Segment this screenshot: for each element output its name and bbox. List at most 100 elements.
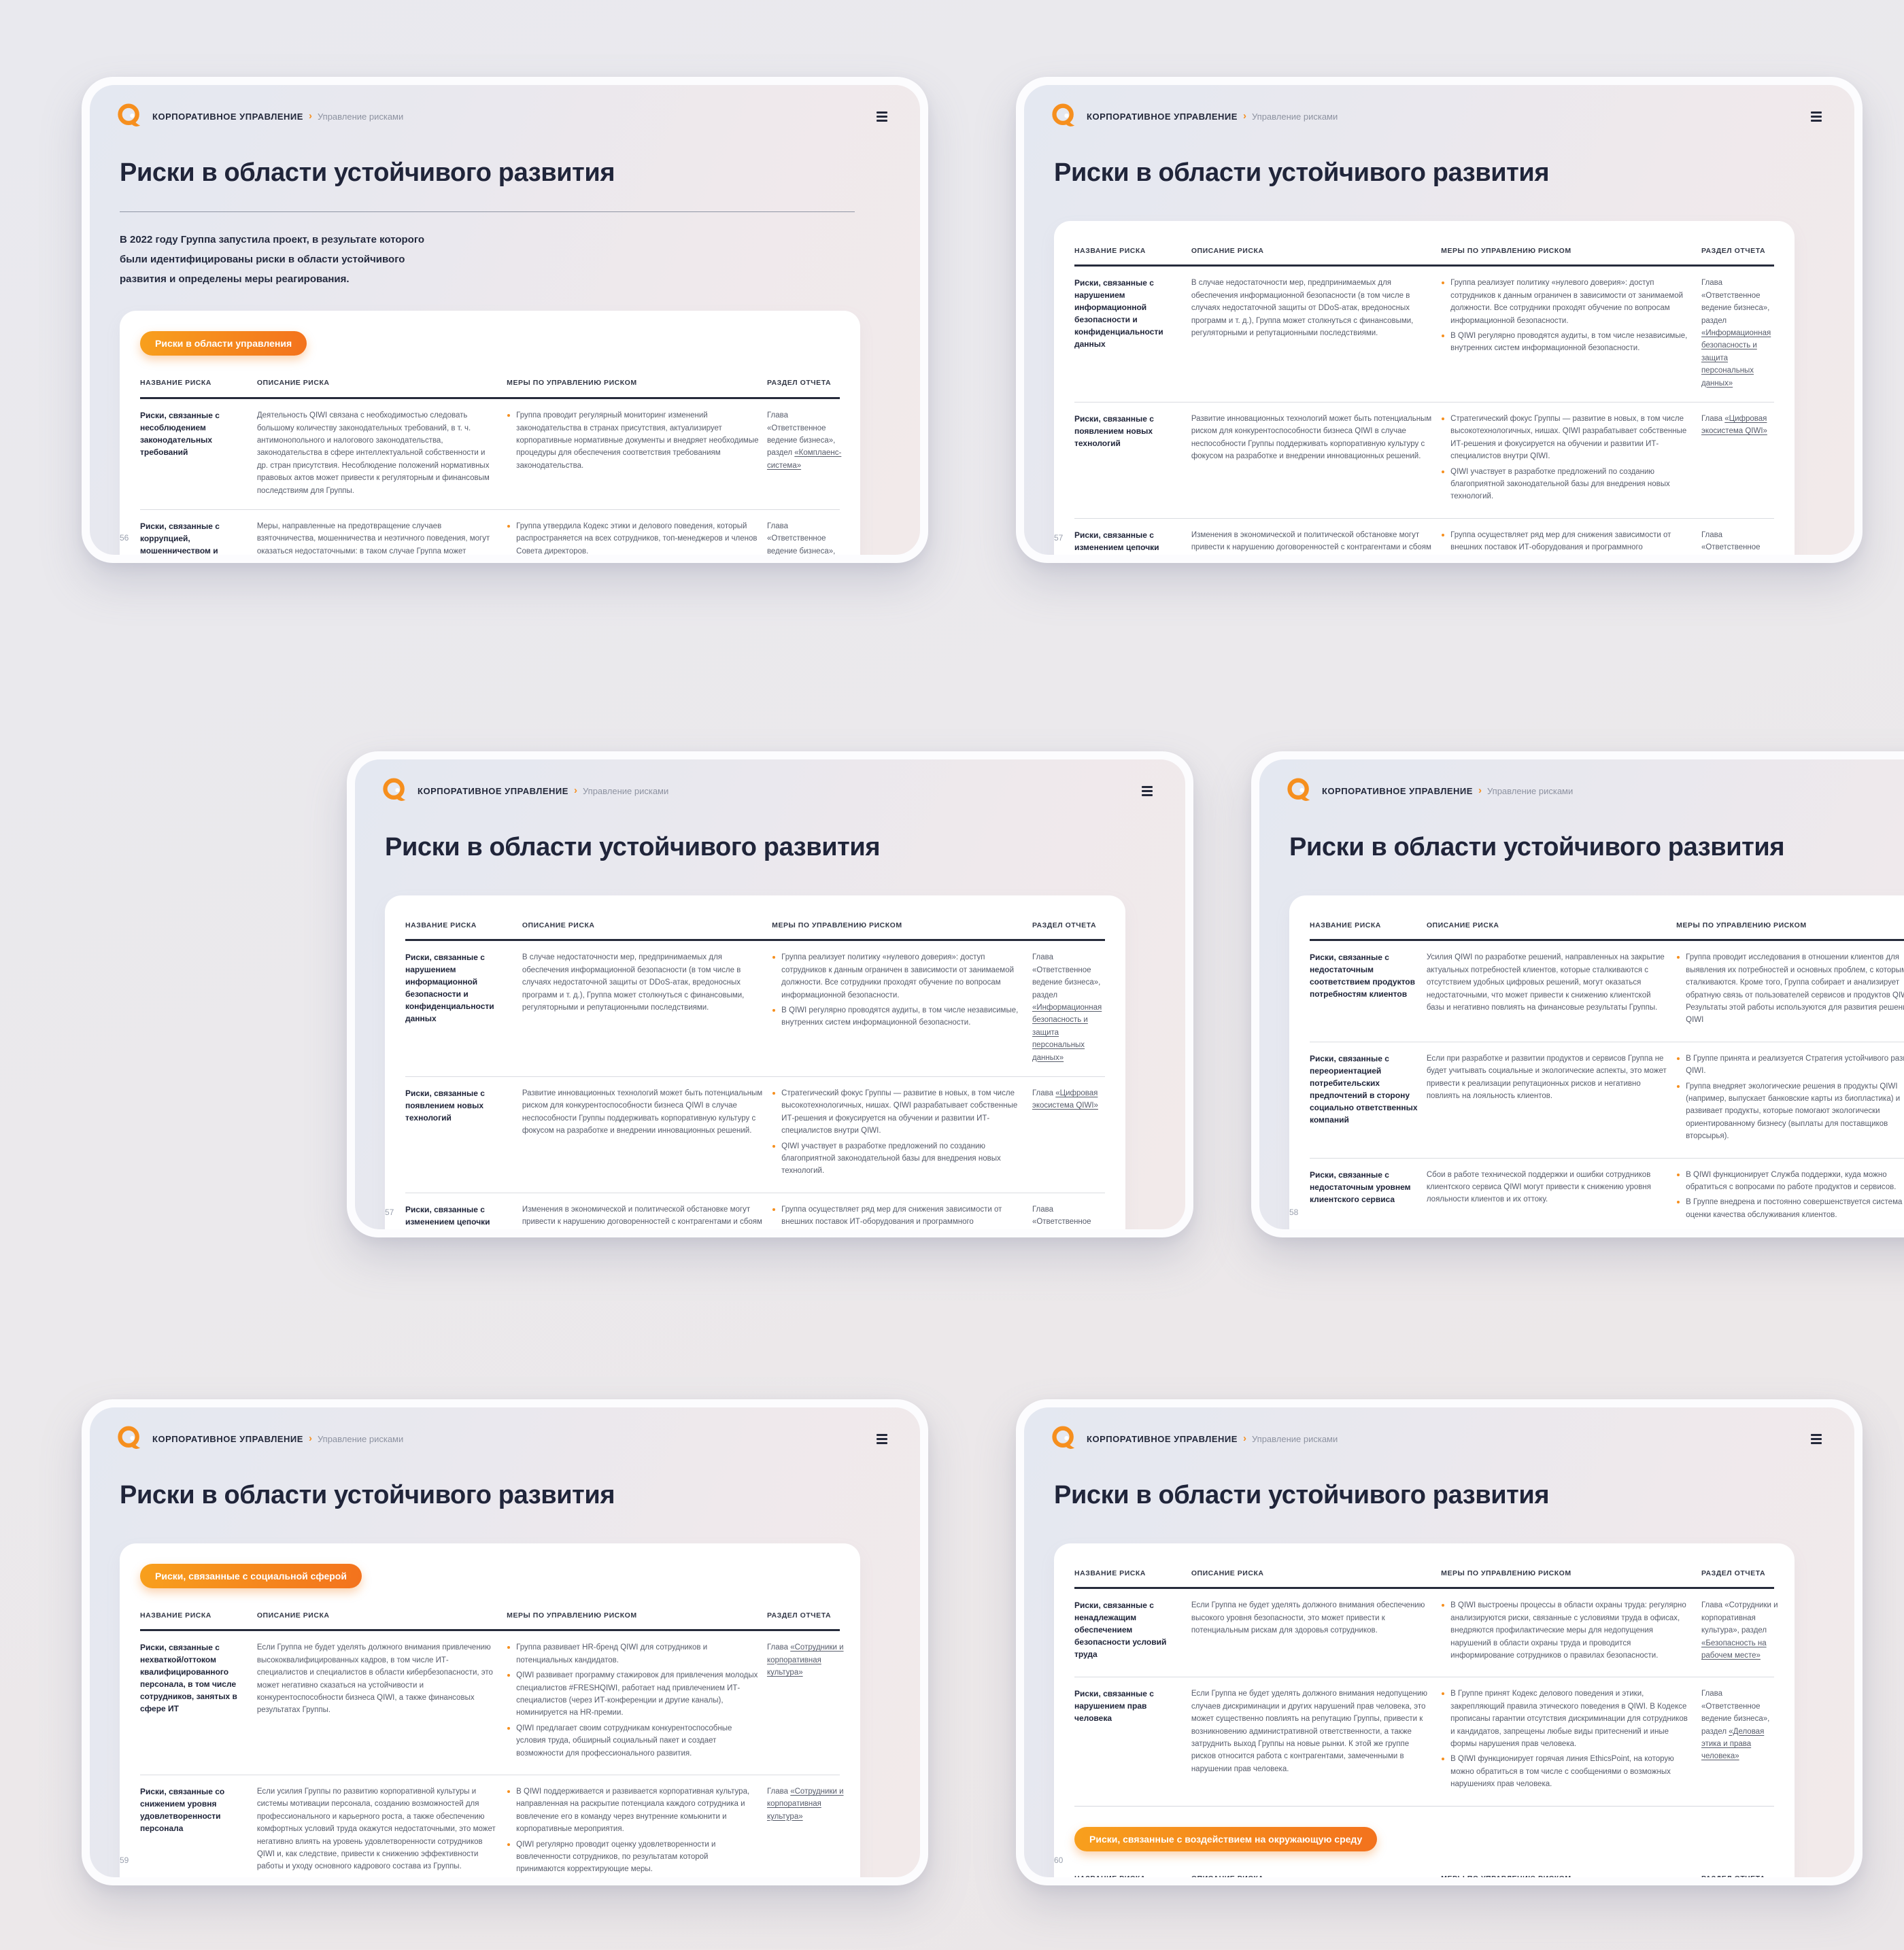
measure-item: Группа утвердила Кодекс этики и делового… [507,520,758,555]
breadcrumb-section[interactable]: КОРПОРАТИВНОЕ УПРАВЛЕНИЕ [1087,111,1238,122]
qiwi-logo-icon[interactable] [1051,1425,1076,1452]
section-text: Глава «Ответственное ведение бизнеса», р… [766,411,836,458]
section-text: Глава [1032,1089,1056,1097]
risk-description: Изменения в экономической и политической… [1191,530,1431,552]
page-number: 59 [120,1855,129,1865]
menu-icon[interactable] [1808,109,1824,124]
panel-slot-2: КОРПОРАТИВНОЕ УПРАВЛЕНИЕ › Управление ри… [1016,77,1863,563]
qiwi-logo-icon[interactable] [117,103,141,130]
breadcrumb-section[interactable]: КОРПОРАТИВНОЕ УПРАВЛЕНИЕ [418,785,568,796]
column-header: ОПИСАНИЕ РИСКА [522,921,595,929]
risk-name: Риски, связанные с нехваткой/оттоком ква… [140,1643,237,1714]
table-row: Риски, связанные с изменением цепочки по… [405,1192,1105,1229]
risk-description: В случае недостаточности мер, предприним… [1191,279,1414,338]
risk-name: Риски, связанные с несоблюдением законод… [140,411,220,458]
risk-measures: Группа утвердила Кодекс этики и делового… [507,520,758,555]
report-page: КОРПОРАТИВНОЕ УПРАВЛЕНИЕ › Управление ри… [82,77,928,563]
risk-table-card: НАЗВАНИЕ РИСКА ОПИСАНИЕ РИСКА МЕРЫ ПО УПРА… [1054,220,1795,555]
risk-name: Риски, связанные со снижением уровня удо… [140,1787,225,1833]
page-title: Риски в области устойчивого развития [1054,1481,1550,1509]
breadcrumb: КОРПОРАТИВНОЕ УПРАВЛЕНИЕ › Управление ри… [418,785,1139,796]
report-section: Глава «Ответственное ведение бизнеса», р… [767,520,847,555]
risk-table-card: НАЗВАНИЕ РИСКА ОПИСАНИЕ РИСКА МЕРЫ ПО УПРА… [1289,895,1904,1229]
page-header: КОРПОРАТИВНОЕ УПРАВЛЕНИЕ › Управление ри… [1024,85,1854,130]
qiwi-logo-icon[interactable] [117,1425,141,1452]
section-link[interactable]: «Сотрудники и корпоративная культура» [766,1643,844,1677]
measure-item: В Группе принят Кодекс делового поведени… [1441,1688,1693,1750]
menu-icon[interactable] [874,1431,890,1447]
section-link[interactable]: «Информационная безопасность и защита пе… [1701,329,1771,388]
chevron-right-icon: › [573,785,577,796]
divider-line [120,211,855,212]
risk-measures: Группа развивает HR-бренд QIWI для сотру… [507,1641,758,1762]
risk-description: Изменения в экономической и политической… [522,1205,762,1227]
page-number: 57 [1054,533,1064,543]
section-text: Глава «Ответственное ведение бизнеса», р… [1701,1690,1770,1736]
table-row: Риски, связанные с недостаточным уровнем… [1310,1157,1904,1229]
section-link[interactable]: «Деловая этика и права человека» [1701,1727,1765,1761]
risk-description: Если при разработке и развитии продуктов… [1426,1054,1667,1100]
section-link[interactable]: «Комплаенс-система» [766,449,842,470]
risk-description: Развитие инновационных технологий может … [522,1089,763,1135]
measure-item: Группа проводит исследования в отношении… [1676,951,1904,1026]
page-number: 56 [120,533,129,543]
risk-name: Риски, связанные с изменением цепочки по… [405,1204,490,1229]
page-header: КОРПОРАТИВНОЕ УПРАВЛЕНИЕ › Управление ри… [90,85,920,130]
measure-item: В Группе внедрена и постоянно совершенст… [1676,1196,1904,1221]
table-header-row: НАЗВАНИЕ РИСКА ОПИСАНИЕ РИСКА МЕРЫ ПО УПРА… [1074,1866,1774,1877]
breadcrumb-current: Управление рисками [1486,785,1574,796]
breadcrumb: КОРПОРАТИВНОЕ УПРАВЛЕНИЕ › Управление ри… [152,1433,874,1444]
page-title: Риски в области устойчивого развития [120,1481,615,1509]
column-header: МЕРЫ ПО УПРАВЛЕНИЮ РИСКОМ [772,921,902,929]
section-link[interactable]: «Информационная безопасность и защита пе… [1032,1004,1102,1062]
breadcrumb: КОРПОРАТИВНОЕ УПРАВЛЕНИЕ › Управление ри… [1087,110,1808,122]
menu-icon[interactable] [1139,783,1155,799]
section-link[interactable]: «Цифровая экосистема QIWI» [1032,1089,1098,1110]
report-section: Глава «Ответственное ведение бизнеса», р… [1032,951,1112,1064]
report-page: КОРПОРАТИВНОЕ УПРАВЛЕНИЕ › Управление ри… [1016,1399,1863,1885]
section-link[interactable]: «Безопасность на рабочем месте» [1701,1639,1767,1660]
page-screen: КОРПОРАТИВНОЕ УПРАВЛЕНИЕ › Управление ри… [1024,1407,1854,1877]
risk-measures: В Группе принят Кодекс делового поведени… [1441,1688,1693,1793]
risk-measures: Стратегический фокус Группы — развитие в… [772,1087,1023,1180]
qiwi-logo-icon[interactable] [1287,777,1311,804]
measure-item: QIWI участвует в разработке предложений … [1441,466,1693,503]
column-header: МЕРЫ ПО УПРАВЛЕНИЮ РИСКОМ [1441,246,1571,255]
page-number: 60 [1054,1855,1064,1865]
section-link[interactable]: «Сотрудники и корпоративная культура» [766,1788,844,1821]
breadcrumb-section[interactable]: КОРПОРАТИВНОЕ УПРАВЛЕНИЕ [152,111,303,122]
qiwi-logo-icon[interactable] [382,777,407,804]
column-header: НАЗВАНИЕ РИСКА [1310,921,1381,929]
breadcrumb-section[interactable]: КОРПОРАТИВНОЕ УПРАВЛЕНИЕ [1087,1433,1238,1444]
chevron-right-icon: › [1242,110,1246,122]
column-header: МЕРЫ ПО УПРАВЛЕНИЮ РИСКОМ [1676,921,1807,929]
risk-measures: Группа проводит исследования в отношении… [1676,951,1904,1029]
risk-description: Если усилия Группы по развитию корпорати… [256,1788,496,1871]
report-section: Глава «Ответственное ведение бизнеса», р… [1701,277,1782,390]
report-section: Глава «Ответственное ведение бизнеса», р… [1701,529,1782,555]
column-header: МЕРЫ ПО УПРАВЛЕНИЮ РИСКОМ [507,379,637,388]
breadcrumb-section[interactable]: КОРПОРАТИВНОЕ УПРАВЛЕНИЕ [1322,785,1473,796]
column-header: ОПИСАНИЕ РИСКА [1426,921,1499,929]
risk-name: Риски, связанные с нарушением информацио… [405,953,494,1024]
column-header: НАЗВАНИЕ РИСКА [405,921,477,929]
page-title: Риски в области устойчивого развития [120,158,615,187]
column-header: ОПИСАНИЕ РИСКА [256,1611,330,1620]
breadcrumb-section[interactable]: КОРПОРАТИВНОЕ УПРАВЛЕНИЕ [152,1433,303,1444]
chevron-right-icon: › [1242,1433,1246,1444]
table-row: Риски, связанные с нехваткой/оттоком ква… [140,1631,844,1775]
menu-icon[interactable] [1808,1431,1824,1447]
report-section: Глава «Сотрудники и корпоративная культу… [1701,1599,1782,1664]
section-link[interactable]: «Цифровая экосистема QIWI» [1701,415,1767,436]
panel-slot-5: КОРПОРАТИВНОЕ УПРАВЛЕНИЕ › Управление ри… [82,1399,928,1885]
breadcrumb: КОРПОРАТИВНОЕ УПРАВЛЕНИЕ › Управление ри… [152,111,874,122]
risk-name: Риски, связанные с нарушением информацио… [1074,278,1163,349]
risk-table: НАЗВАНИЕ РИСКА ОПИСАНИЕ РИСКА МЕРЫ ПО УПРА… [1074,1561,1778,1807]
qiwi-logo-icon[interactable] [1051,103,1076,130]
column-header: ОПИСАНИЕ РИСКА [1191,1873,1433,1877]
risk-table-card: НАЗВАНИЕ РИСКА ОПИСАНИЕ РИСКА МЕРЫ ПО УПРА… [1054,1543,1795,1877]
table-row: Риски, связанные с нарушением прав челов… [1074,1677,1774,1807]
table-header-row: НАЗВАНИЕ РИСКА ОПИСАНИЕ РИСКА МЕРЫ ПО УПРА… [405,913,1105,942]
menu-icon[interactable] [874,109,890,124]
